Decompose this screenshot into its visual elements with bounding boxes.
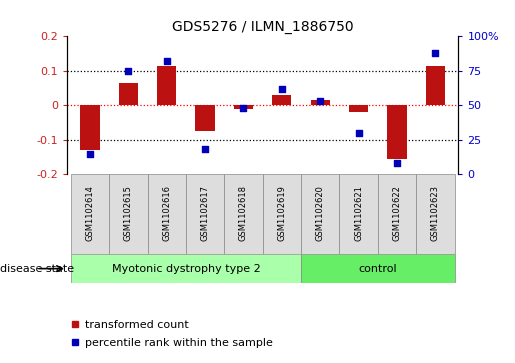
Bar xyxy=(349,105,368,112)
Text: GSM1102616: GSM1102616 xyxy=(162,184,171,241)
Text: GSM1102621: GSM1102621 xyxy=(354,185,363,241)
Text: transformed count: transformed count xyxy=(85,320,188,330)
Text: GSM1102615: GSM1102615 xyxy=(124,185,133,241)
Point xyxy=(431,50,439,56)
Title: GDS5276 / ILMN_1886750: GDS5276 / ILMN_1886750 xyxy=(172,20,353,34)
Text: GSM1102622: GSM1102622 xyxy=(392,185,402,241)
Bar xyxy=(80,105,99,150)
Bar xyxy=(109,174,147,254)
Text: GSM1102623: GSM1102623 xyxy=(431,184,440,241)
Bar xyxy=(186,174,224,254)
Bar xyxy=(426,66,445,105)
Bar xyxy=(301,174,339,254)
Bar xyxy=(416,174,455,254)
Text: disease state: disease state xyxy=(0,264,74,274)
Bar xyxy=(263,174,301,254)
Bar xyxy=(311,100,330,105)
Bar xyxy=(147,174,186,254)
Text: GSM1102617: GSM1102617 xyxy=(200,184,210,241)
Bar xyxy=(339,174,378,254)
Text: GSM1102618: GSM1102618 xyxy=(239,184,248,241)
Text: control: control xyxy=(358,264,397,274)
Bar xyxy=(387,105,406,159)
Point xyxy=(239,105,248,111)
Text: GSM1102614: GSM1102614 xyxy=(85,185,94,241)
Bar xyxy=(71,174,109,254)
Point xyxy=(354,130,363,136)
Bar xyxy=(378,174,416,254)
Point xyxy=(316,98,324,104)
Text: Myotonic dystrophy type 2: Myotonic dystrophy type 2 xyxy=(112,264,260,274)
Bar xyxy=(272,95,291,105)
Bar xyxy=(196,105,215,131)
Point xyxy=(278,86,286,91)
Bar xyxy=(119,83,138,105)
Point xyxy=(86,151,94,156)
Point xyxy=(163,58,171,64)
Bar xyxy=(234,105,253,109)
Point xyxy=(201,147,209,152)
Text: GSM1102620: GSM1102620 xyxy=(316,185,325,241)
Bar xyxy=(301,254,455,283)
Text: GSM1102619: GSM1102619 xyxy=(278,185,286,241)
Bar xyxy=(224,174,263,254)
Text: percentile rank within the sample: percentile rank within the sample xyxy=(85,338,273,348)
Point xyxy=(124,68,132,74)
Point xyxy=(393,160,401,166)
Bar xyxy=(71,254,301,283)
Bar xyxy=(157,66,176,105)
